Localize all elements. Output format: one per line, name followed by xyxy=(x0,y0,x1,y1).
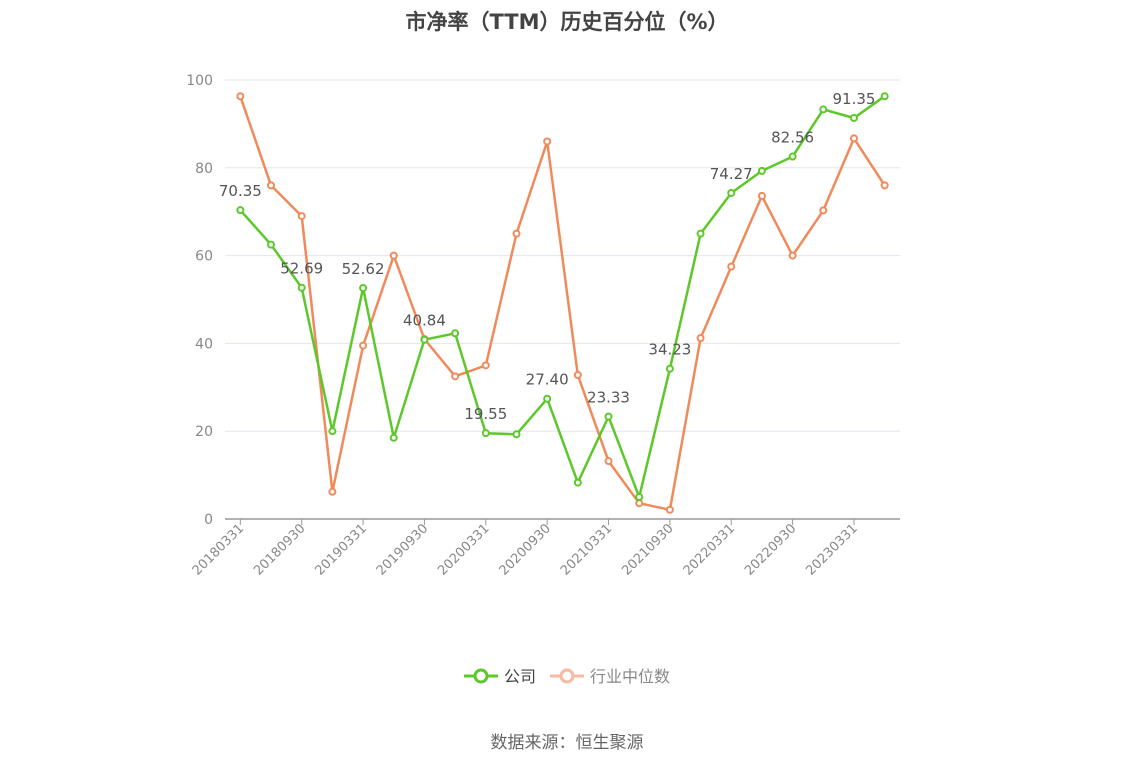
x-tick-label: 20220930 xyxy=(742,521,799,578)
chart-title: 市净率（TTM）历史百分位（%） xyxy=(405,10,729,34)
data-label: 19.55 xyxy=(464,405,507,423)
data-label: 82.56 xyxy=(771,129,814,147)
x-tick-label: 20230331 xyxy=(803,521,860,578)
data-point xyxy=(451,329,460,338)
data-point xyxy=(604,457,613,466)
data-point xyxy=(696,334,705,343)
y-tick-label: 20 xyxy=(195,424,213,440)
y-tick-label: 0 xyxy=(204,512,213,528)
data-label: 34.23 xyxy=(648,341,691,359)
x-tick-label: 20210331 xyxy=(558,521,615,578)
data-point xyxy=(696,229,705,238)
data-point xyxy=(451,372,460,381)
y-tick-label: 100 xyxy=(186,73,213,89)
data-point xyxy=(359,341,368,350)
data-source: 数据来源：恒生聚源 xyxy=(490,733,644,753)
data-point xyxy=(512,229,521,238)
legend: 公司 行业中位数 xyxy=(464,667,670,686)
data-point xyxy=(389,433,398,442)
data-point xyxy=(757,166,766,175)
data-point xyxy=(665,364,674,373)
data-point xyxy=(267,240,276,249)
x-tick-label: 20190930 xyxy=(374,521,431,578)
data-point xyxy=(880,181,889,190)
data-point xyxy=(849,134,858,143)
data-point xyxy=(481,361,490,370)
data-label: 27.40 xyxy=(526,371,569,389)
data-point xyxy=(297,212,306,221)
data-point xyxy=(267,181,276,190)
data-point xyxy=(819,105,828,114)
series-line-company xyxy=(239,95,886,499)
x-tick-label: 20220331 xyxy=(681,521,738,578)
data-point xyxy=(788,251,797,260)
data-point xyxy=(543,137,552,146)
data-point xyxy=(604,412,613,421)
data-point xyxy=(819,206,828,215)
data-point xyxy=(420,335,429,344)
legend-industry-label: 行业中位数 xyxy=(590,667,670,686)
data-label: 52.69 xyxy=(280,260,323,278)
data-point xyxy=(727,262,736,271)
data-point xyxy=(880,92,889,101)
legend-company-marker xyxy=(473,668,489,684)
series-line-industry xyxy=(239,95,886,512)
data-point xyxy=(727,188,736,197)
data-point xyxy=(635,499,644,508)
y-tick-label: 60 xyxy=(195,249,213,265)
data-point xyxy=(757,191,766,200)
data-label: 74.27 xyxy=(710,165,753,183)
data-point xyxy=(635,493,644,502)
data-point xyxy=(236,206,245,215)
data-point xyxy=(665,505,674,514)
x-tick-label: 20180930 xyxy=(251,521,308,578)
series-layer xyxy=(236,92,889,514)
data-point xyxy=(573,478,582,487)
x-tick-label: 20190331 xyxy=(312,521,369,578)
data-point xyxy=(236,92,245,101)
data-point xyxy=(389,251,398,260)
y-tick-label: 80 xyxy=(195,161,213,177)
data-point xyxy=(328,487,337,496)
data-label: 91.35 xyxy=(833,90,876,108)
data-point xyxy=(512,430,521,439)
x-tick-label: 20180331 xyxy=(190,521,247,578)
data-point xyxy=(328,427,337,436)
data-label: 40.84 xyxy=(403,312,446,330)
x-tick-label: 20200331 xyxy=(435,521,492,578)
x-axis: 20180331 20180930 20190331 20190930 20200331… xyxy=(190,518,900,579)
data-point xyxy=(481,429,490,438)
data-label: 52.62 xyxy=(342,260,385,278)
data-point xyxy=(543,394,552,403)
data-point xyxy=(788,152,797,161)
legend-industry-marker xyxy=(559,668,575,684)
data-point xyxy=(297,283,306,292)
data-point xyxy=(359,283,368,292)
y-tick-label: 40 xyxy=(195,336,213,352)
legend-company-label: 公司 xyxy=(504,667,536,686)
data-label: 23.33 xyxy=(587,389,630,407)
data-label: 70.35 xyxy=(219,182,262,200)
y-axis: 0 20 40 60 80 100 xyxy=(186,73,213,528)
data-labels: 70.35 52.69 52.62 40.84 19.55 27.40 23.33 34.23… xyxy=(219,90,876,423)
data-point xyxy=(573,371,582,380)
data-point xyxy=(849,113,858,122)
x-tick-label: 20200930 xyxy=(497,521,554,578)
x-tick-label: 20210930 xyxy=(619,521,676,578)
